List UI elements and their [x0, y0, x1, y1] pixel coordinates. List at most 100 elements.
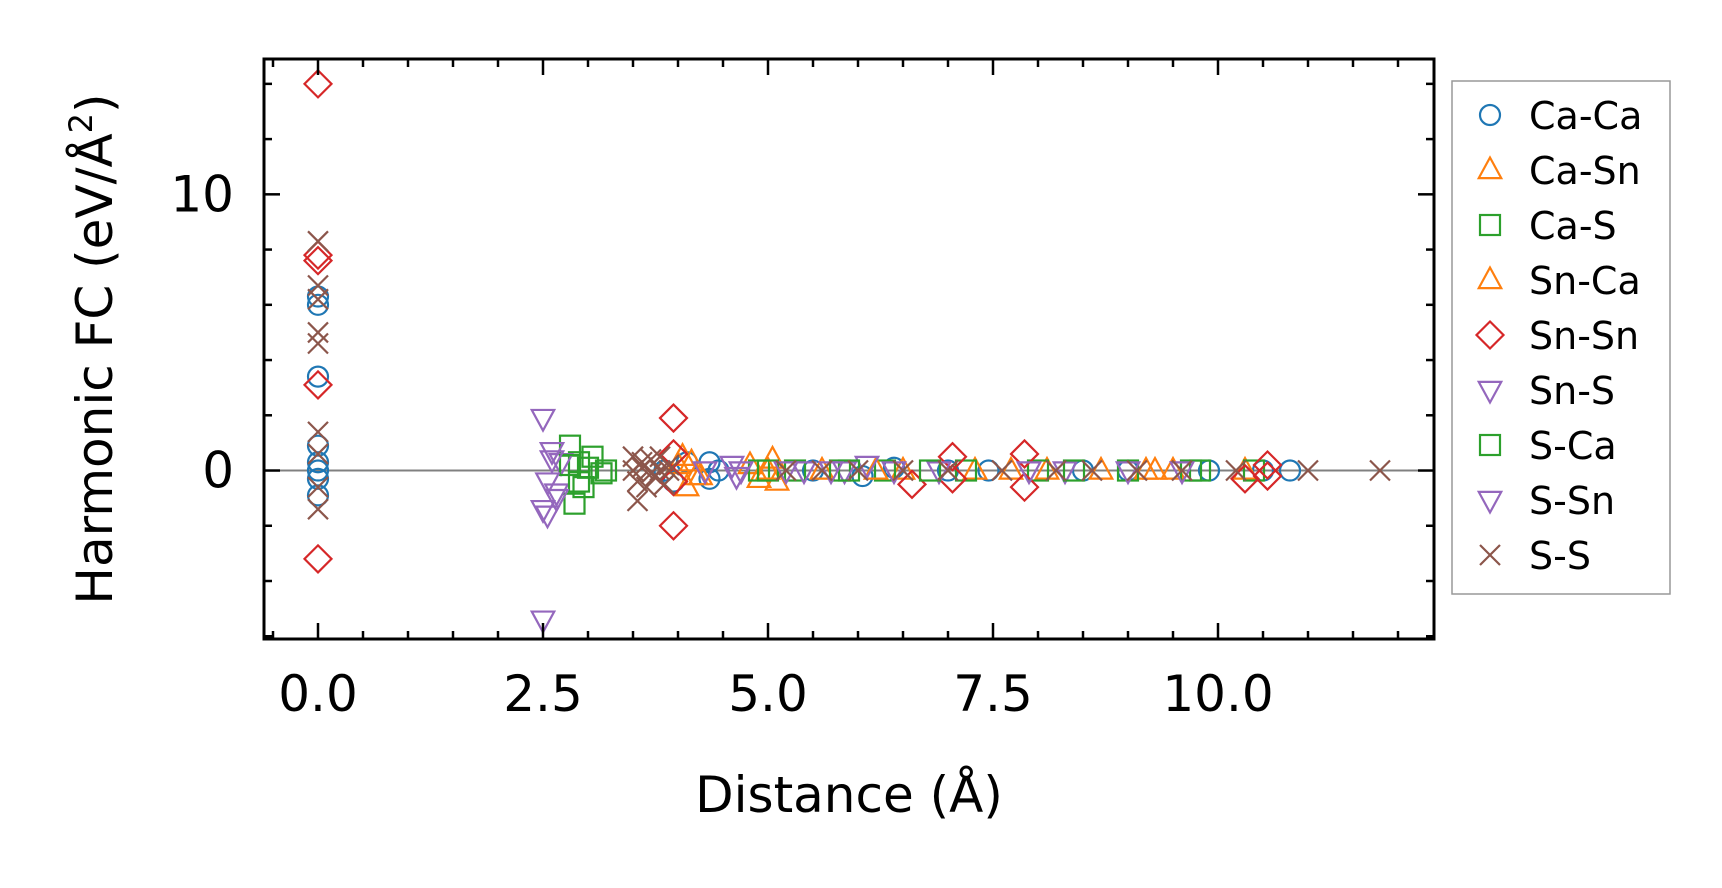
legend-label: Ca-Ca [1529, 94, 1642, 138]
legend-label: S-S [1529, 534, 1591, 578]
y-tick-label: 10 [170, 165, 234, 223]
legend-item-s-ca: S-Ca [1478, 424, 1617, 468]
y-axis-label: Harmonic FC (eV/Å2) [62, 93, 124, 604]
data-point-s-s [622, 459, 644, 482]
data-point-s-ca [576, 456, 600, 479]
legend-item-sn-sn: Sn-Sn [1474, 314, 1639, 358]
data-point-s-s [775, 459, 797, 482]
data-point-s-ca [1062, 459, 1086, 482]
data-point-s-sn [1015, 461, 1043, 486]
data-point-s-s [307, 332, 329, 355]
data-point-sn-s [723, 466, 750, 491]
legend-label: Sn-Ca [1529, 259, 1641, 303]
data-point-ca-sn [745, 464, 773, 489]
x-tick-label: 5.0 [728, 665, 808, 723]
data-point-sn-s [790, 461, 818, 486]
x-tick-label: 0.0 [278, 665, 358, 723]
y-tick-label: 0 [202, 442, 234, 500]
data-point-s-s [1171, 459, 1193, 482]
data-point-sn-ca [862, 455, 890, 480]
data-point-ca-ca [306, 451, 330, 474]
x-tick-label: 10.0 [1162, 665, 1273, 723]
data-point-sn-s [543, 483, 570, 508]
data-point-sn-ca [1141, 455, 1169, 480]
data-point-s-s [307, 288, 329, 311]
legend-marker-s-sn [1476, 490, 1504, 515]
legend-label: Sn-Sn [1529, 314, 1639, 358]
data-point-s-s [626, 490, 649, 512]
legend-marker-ca-sn [1476, 155, 1504, 180]
data-point-sn-sn [1009, 472, 1040, 503]
data-point-s-s [307, 476, 329, 498]
legend-marker-ca-s [1478, 213, 1502, 237]
data-point-ca-s [594, 459, 618, 482]
legend-item-sn-s: Sn-S [1476, 369, 1615, 413]
data-point-sn-sn [1252, 460, 1283, 492]
series-sn-s [529, 408, 1142, 635]
data-point-s-s [847, 459, 869, 482]
legend-item-ca-sn: Ca-Sn [1476, 149, 1641, 193]
data-point-ca-ca [1278, 459, 1302, 482]
y-axis-label-main: Harmonic FC (eV/Å [66, 133, 124, 604]
data-point-s-s [811, 459, 833, 482]
data-point-sn-sn [1229, 463, 1261, 494]
x-tick-label: 7.5 [953, 665, 1033, 723]
data-point-ca-ca [306, 434, 330, 457]
data-point-ca-s [1026, 459, 1050, 482]
data-point-s-s [1126, 459, 1148, 482]
data-point-s-s [307, 498, 329, 520]
data-point-sn-sn [658, 402, 689, 434]
y-axis-label-tail: ) [66, 93, 124, 113]
legend-item-ca-s: Ca-S [1478, 204, 1617, 248]
data-point-s-s [991, 459, 1013, 482]
data-point-s-s [307, 443, 329, 465]
data-point-s-sn [534, 472, 561, 497]
data-point-ca-ca [306, 467, 330, 490]
data-point-s-s [1225, 459, 1247, 482]
data-point-sn-s [534, 505, 561, 530]
legend-item-ca-ca: Ca-Ca [1478, 94, 1642, 138]
data-point-ca-ca [306, 484, 330, 507]
data-point-ca-ca [306, 459, 330, 482]
x-tick-label: 2.5 [503, 665, 583, 723]
data-point-sn-sn [658, 510, 689, 541]
data-point-ca-sn [808, 455, 836, 480]
y-axis-label-superscript: 2 [62, 113, 100, 133]
data-point-sn-s [691, 461, 719, 486]
series-s-s [307, 230, 1391, 520]
legend-label: Ca-Sn [1529, 149, 1641, 193]
legend-item-s-s: S-S [1479, 534, 1591, 578]
data-point-sn-ca [682, 461, 710, 486]
data-point-s-sn [529, 499, 557, 524]
data-point-sn-s [529, 610, 557, 635]
legend-marker-sn-s [1476, 380, 1504, 405]
legend-marker-ca-ca [1478, 103, 1502, 127]
data-point-s-s [1369, 459, 1391, 482]
data-point-s-s [892, 459, 914, 482]
legend-marker-sn-sn [1474, 319, 1506, 351]
data-point-s-s [1045, 459, 1067, 482]
data-point-sn-sn [302, 543, 334, 574]
legend-marker-s-ca [1478, 433, 1502, 457]
data-point-ca-ca [306, 365, 330, 388]
legend-item-sn-ca: Sn-Ca [1476, 259, 1641, 303]
data-point-s-s [658, 459, 680, 482]
legend-marker-sn-ca [1476, 265, 1504, 290]
data-point-sn-sn [302, 369, 334, 400]
legend-item-s-sn: S-Sn [1476, 479, 1615, 523]
data-point-s-sn [543, 488, 570, 513]
series-sn-sn [302, 68, 1283, 574]
data-point-ca-s [1242, 459, 1266, 482]
data-point-ca-ca [977, 459, 1000, 482]
data-point-sn-sn [302, 245, 334, 276]
data-point-s-sn [772, 461, 800, 486]
data-point-s-ca [918, 459, 942, 482]
data-point-sn-sn [658, 466, 689, 497]
data-point-sn-sn [302, 68, 334, 99]
x-axis-label: Distance (Å) [695, 766, 1003, 824]
data-point-s-s [307, 421, 329, 443]
data-point-s-s [307, 230, 329, 253]
data-point-s-sn [538, 450, 566, 475]
